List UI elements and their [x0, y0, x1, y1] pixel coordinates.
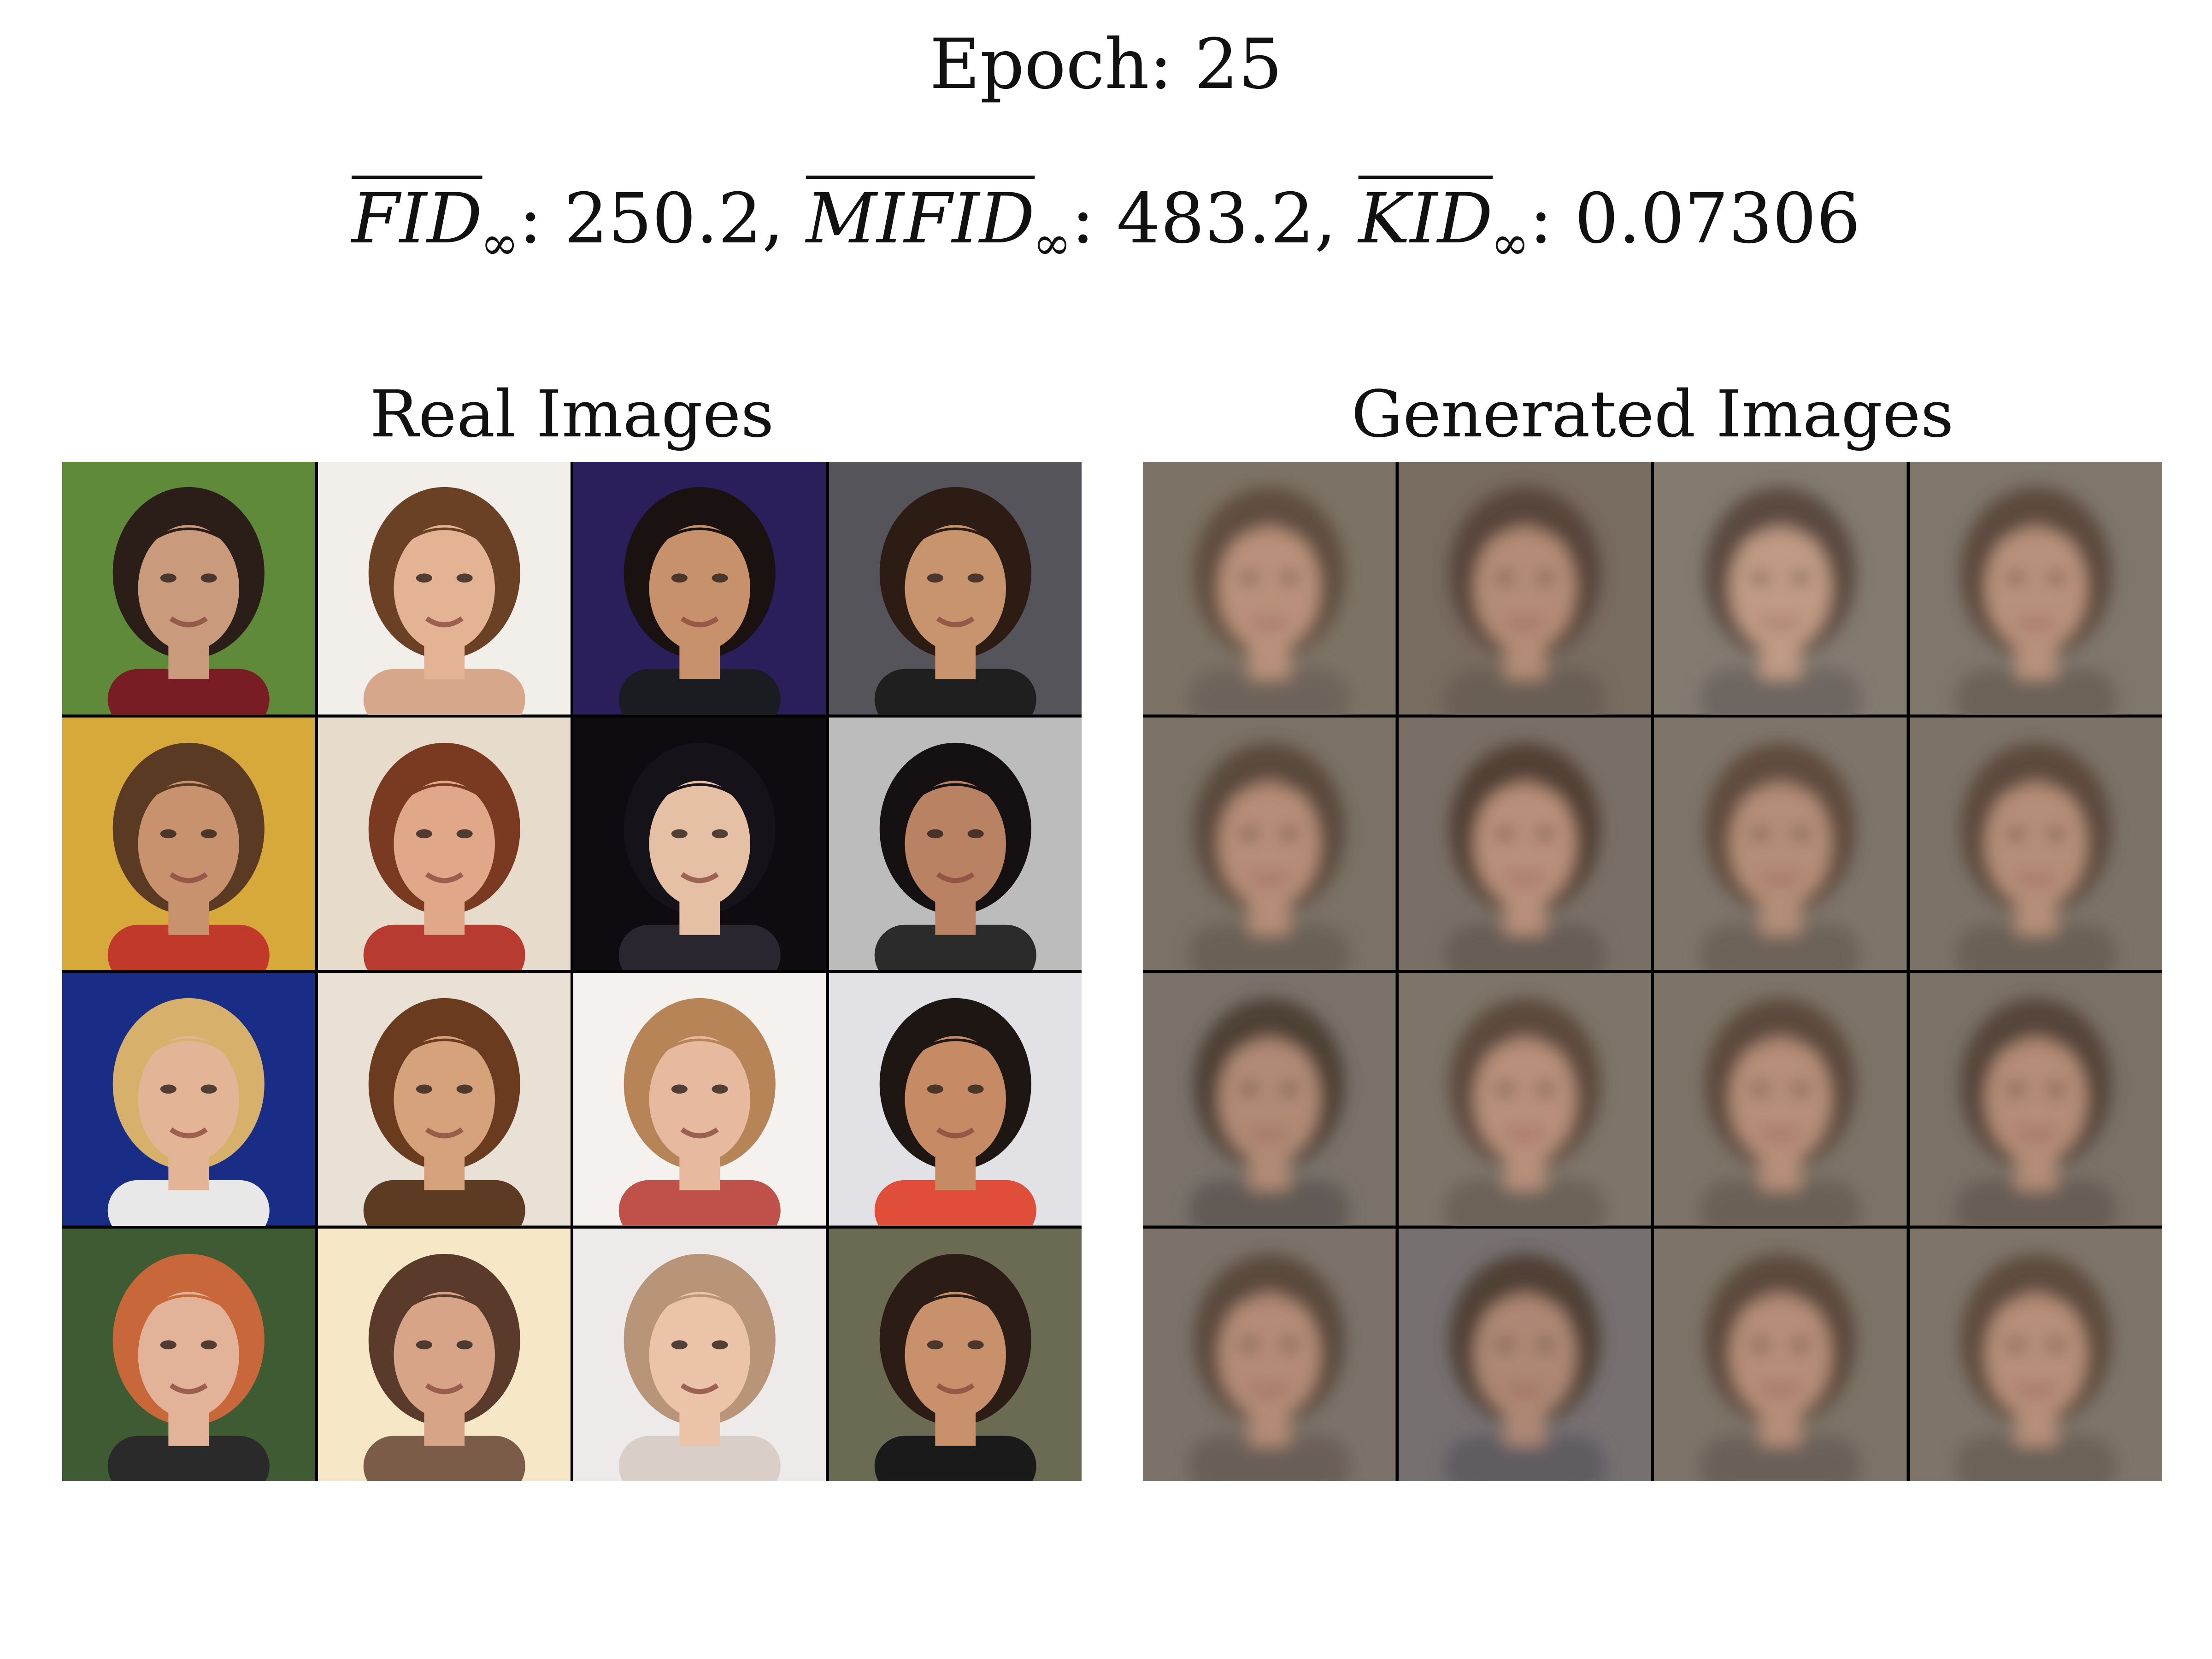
- generated-image-tile: [1909, 1228, 2162, 1481]
- generated-image-tile: [1398, 462, 1651, 715]
- real-image-tile: [318, 973, 571, 1226]
- real-image-tile: [62, 973, 315, 1226]
- epoch-title: Epoch: 25: [930, 24, 1282, 105]
- real-images-grid: [62, 462, 1082, 1481]
- generated-images-grid: [1143, 462, 2162, 1481]
- mifid-label: MIFID: [806, 179, 1035, 259]
- real-image-tile: [829, 717, 1082, 970]
- fid-metric: FID∞: 250.2: [351, 179, 762, 270]
- generated-image-tile: [1143, 462, 1396, 715]
- fid-subscript: ∞: [480, 216, 519, 270]
- real-image-tile: [829, 462, 1082, 715]
- generated-image-tile: [1654, 462, 1907, 715]
- generated-image-tile: [1398, 1228, 1651, 1481]
- real-image-tile: [62, 1228, 315, 1481]
- mifid-metric: MIFID∞: 483.2: [806, 179, 1315, 270]
- real-image-tile: [829, 973, 1082, 1226]
- generated-image-tile: [1143, 1228, 1396, 1481]
- kid-label: KID: [1358, 179, 1493, 259]
- generated-image-tile: [1909, 462, 2162, 715]
- generated-image-tile: [1909, 717, 2162, 970]
- real-image-tile: [573, 717, 826, 970]
- generated-image-tile: [1398, 717, 1651, 970]
- generated-image-tile: [1909, 973, 2162, 1226]
- real-image-tile: [829, 1228, 1082, 1481]
- generated-image-tile: [1654, 717, 1907, 970]
- generated-image-tile: [1398, 973, 1651, 1226]
- generated-image-tile: [1143, 717, 1396, 970]
- mifid-subscript: ∞: [1033, 216, 1071, 270]
- kid-value: 0.07306: [1574, 179, 1861, 259]
- generated-images-title: Generated Images: [1351, 377, 1954, 452]
- generated-image-tile: [1654, 973, 1907, 1226]
- real-image-tile: [573, 462, 826, 715]
- real-image-tile: [62, 462, 315, 715]
- real-image-tile: [318, 1228, 571, 1481]
- fid-value: 250.2: [564, 179, 762, 259]
- generated-image-tile: [1143, 973, 1396, 1226]
- kid-metric: KID∞: 0.07306: [1358, 179, 1861, 270]
- real-image-tile: [318, 717, 571, 970]
- real-image-tile: [62, 717, 315, 970]
- generated-image-tile: [1654, 1228, 1907, 1481]
- real-image-tile: [573, 973, 826, 1226]
- real-images-title: Real Images: [370, 377, 774, 452]
- metrics-line: FID∞: 250.2, MIFID∞: 483.2, KID∞: 0.0730…: [351, 179, 1861, 270]
- real-image-tile: [573, 1228, 826, 1481]
- fid-label: FID: [351, 179, 482, 259]
- kid-subscript: ∞: [1491, 216, 1530, 270]
- real-image-tile: [318, 462, 571, 715]
- mifid-value: 483.2: [1116, 179, 1315, 259]
